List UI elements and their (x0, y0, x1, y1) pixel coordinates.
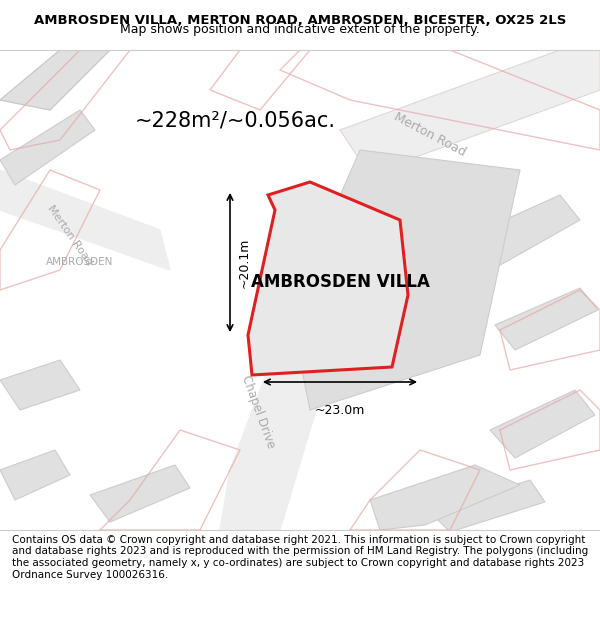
Text: ~20.1m: ~20.1m (238, 238, 251, 288)
Polygon shape (0, 170, 170, 270)
Polygon shape (290, 150, 520, 410)
Polygon shape (248, 182, 408, 375)
Text: AMBROSDEN: AMBROSDEN (46, 257, 113, 267)
Text: Map shows position and indicative extent of the property.: Map shows position and indicative extent… (120, 23, 480, 36)
Polygon shape (0, 450, 70, 500)
Text: Merton Road: Merton Road (392, 111, 468, 159)
Polygon shape (490, 390, 595, 458)
Polygon shape (430, 480, 545, 532)
Polygon shape (0, 50, 110, 110)
Polygon shape (460, 195, 580, 268)
Text: Merton Road: Merton Road (46, 203, 94, 267)
Polygon shape (340, 50, 600, 170)
Polygon shape (370, 465, 520, 530)
Polygon shape (90, 465, 190, 522)
Text: AMBROSDEN VILLA, MERTON ROAD, AMBROSDEN, BICESTER, OX25 2LS: AMBROSDEN VILLA, MERTON ROAD, AMBROSDEN,… (34, 14, 566, 27)
Text: ~23.0m: ~23.0m (315, 404, 365, 417)
Text: AMBROSDEN VILLA: AMBROSDEN VILLA (251, 273, 430, 291)
Text: Chapel Drive: Chapel Drive (239, 374, 277, 450)
Polygon shape (0, 360, 80, 410)
Polygon shape (220, 310, 340, 530)
Polygon shape (495, 288, 598, 350)
Polygon shape (0, 110, 95, 185)
Text: Contains OS data © Crown copyright and database right 2021. This information is : Contains OS data © Crown copyright and d… (12, 535, 588, 579)
Text: ~228m²/~0.056ac.: ~228m²/~0.056ac. (134, 110, 335, 130)
